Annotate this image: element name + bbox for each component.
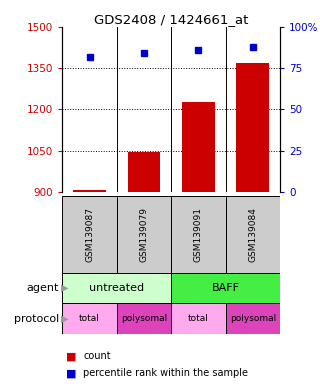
Title: GDS2408 / 1424661_at: GDS2408 / 1424661_at (94, 13, 248, 26)
Bar (171, 303, 226, 334)
Text: total: total (188, 314, 209, 323)
Bar (182, 102, 215, 192)
Text: GSM139087: GSM139087 (85, 207, 94, 262)
Bar (73, 190, 106, 192)
Bar (236, 63, 269, 192)
Bar (62, 303, 117, 334)
Text: polysomal: polysomal (121, 314, 167, 323)
Bar (62, 273, 171, 303)
Text: BAFF: BAFF (212, 283, 240, 293)
Text: ▶: ▶ (61, 283, 69, 293)
Text: GSM139084: GSM139084 (248, 207, 257, 262)
Bar (128, 152, 160, 192)
Text: untreated: untreated (89, 283, 144, 293)
Bar (226, 196, 280, 273)
Bar (226, 303, 280, 334)
Text: ■: ■ (66, 351, 76, 361)
Text: agent: agent (27, 283, 59, 293)
Bar (117, 196, 171, 273)
Text: ■: ■ (66, 368, 76, 378)
Bar (171, 196, 226, 273)
Bar (171, 273, 280, 303)
Text: GSM139091: GSM139091 (194, 207, 203, 262)
Text: GSM139079: GSM139079 (140, 207, 148, 262)
Text: total: total (79, 314, 100, 323)
Text: ▶: ▶ (61, 314, 69, 324)
Bar (62, 196, 117, 273)
Text: count: count (83, 351, 111, 361)
Text: protocol: protocol (14, 314, 59, 324)
Bar (117, 303, 171, 334)
Text: polysomal: polysomal (230, 314, 276, 323)
Text: percentile rank within the sample: percentile rank within the sample (83, 368, 248, 378)
